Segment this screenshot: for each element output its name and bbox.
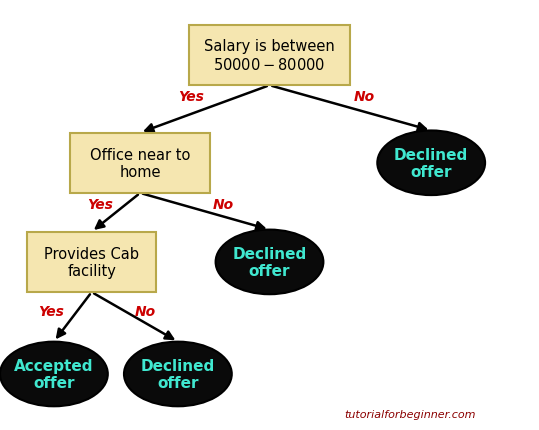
Text: Office near to
home: Office near to home xyxy=(90,147,190,180)
Ellipse shape xyxy=(124,342,232,406)
FancyBboxPatch shape xyxy=(27,232,156,292)
FancyBboxPatch shape xyxy=(70,133,210,194)
Text: No: No xyxy=(353,90,375,104)
Text: No: No xyxy=(213,197,234,211)
Text: tutorialforbeginner.com: tutorialforbeginner.com xyxy=(344,409,475,419)
Text: Yes: Yes xyxy=(87,197,113,211)
FancyBboxPatch shape xyxy=(189,26,350,86)
Text: Salary is between
$50000-$80000: Salary is between $50000-$80000 xyxy=(204,39,335,73)
Text: Declined
offer: Declined offer xyxy=(232,246,307,279)
Ellipse shape xyxy=(216,230,323,295)
Text: Declined
offer: Declined offer xyxy=(141,358,215,390)
Text: No: No xyxy=(135,305,156,319)
Text: Yes: Yes xyxy=(178,90,204,104)
Ellipse shape xyxy=(377,131,485,196)
Text: Yes: Yes xyxy=(38,305,64,319)
Text: Declined
offer: Declined offer xyxy=(394,147,468,180)
Text: Provides Cab
facility: Provides Cab facility xyxy=(44,246,139,279)
Text: Accepted
offer: Accepted offer xyxy=(14,358,94,390)
Ellipse shape xyxy=(0,342,108,406)
